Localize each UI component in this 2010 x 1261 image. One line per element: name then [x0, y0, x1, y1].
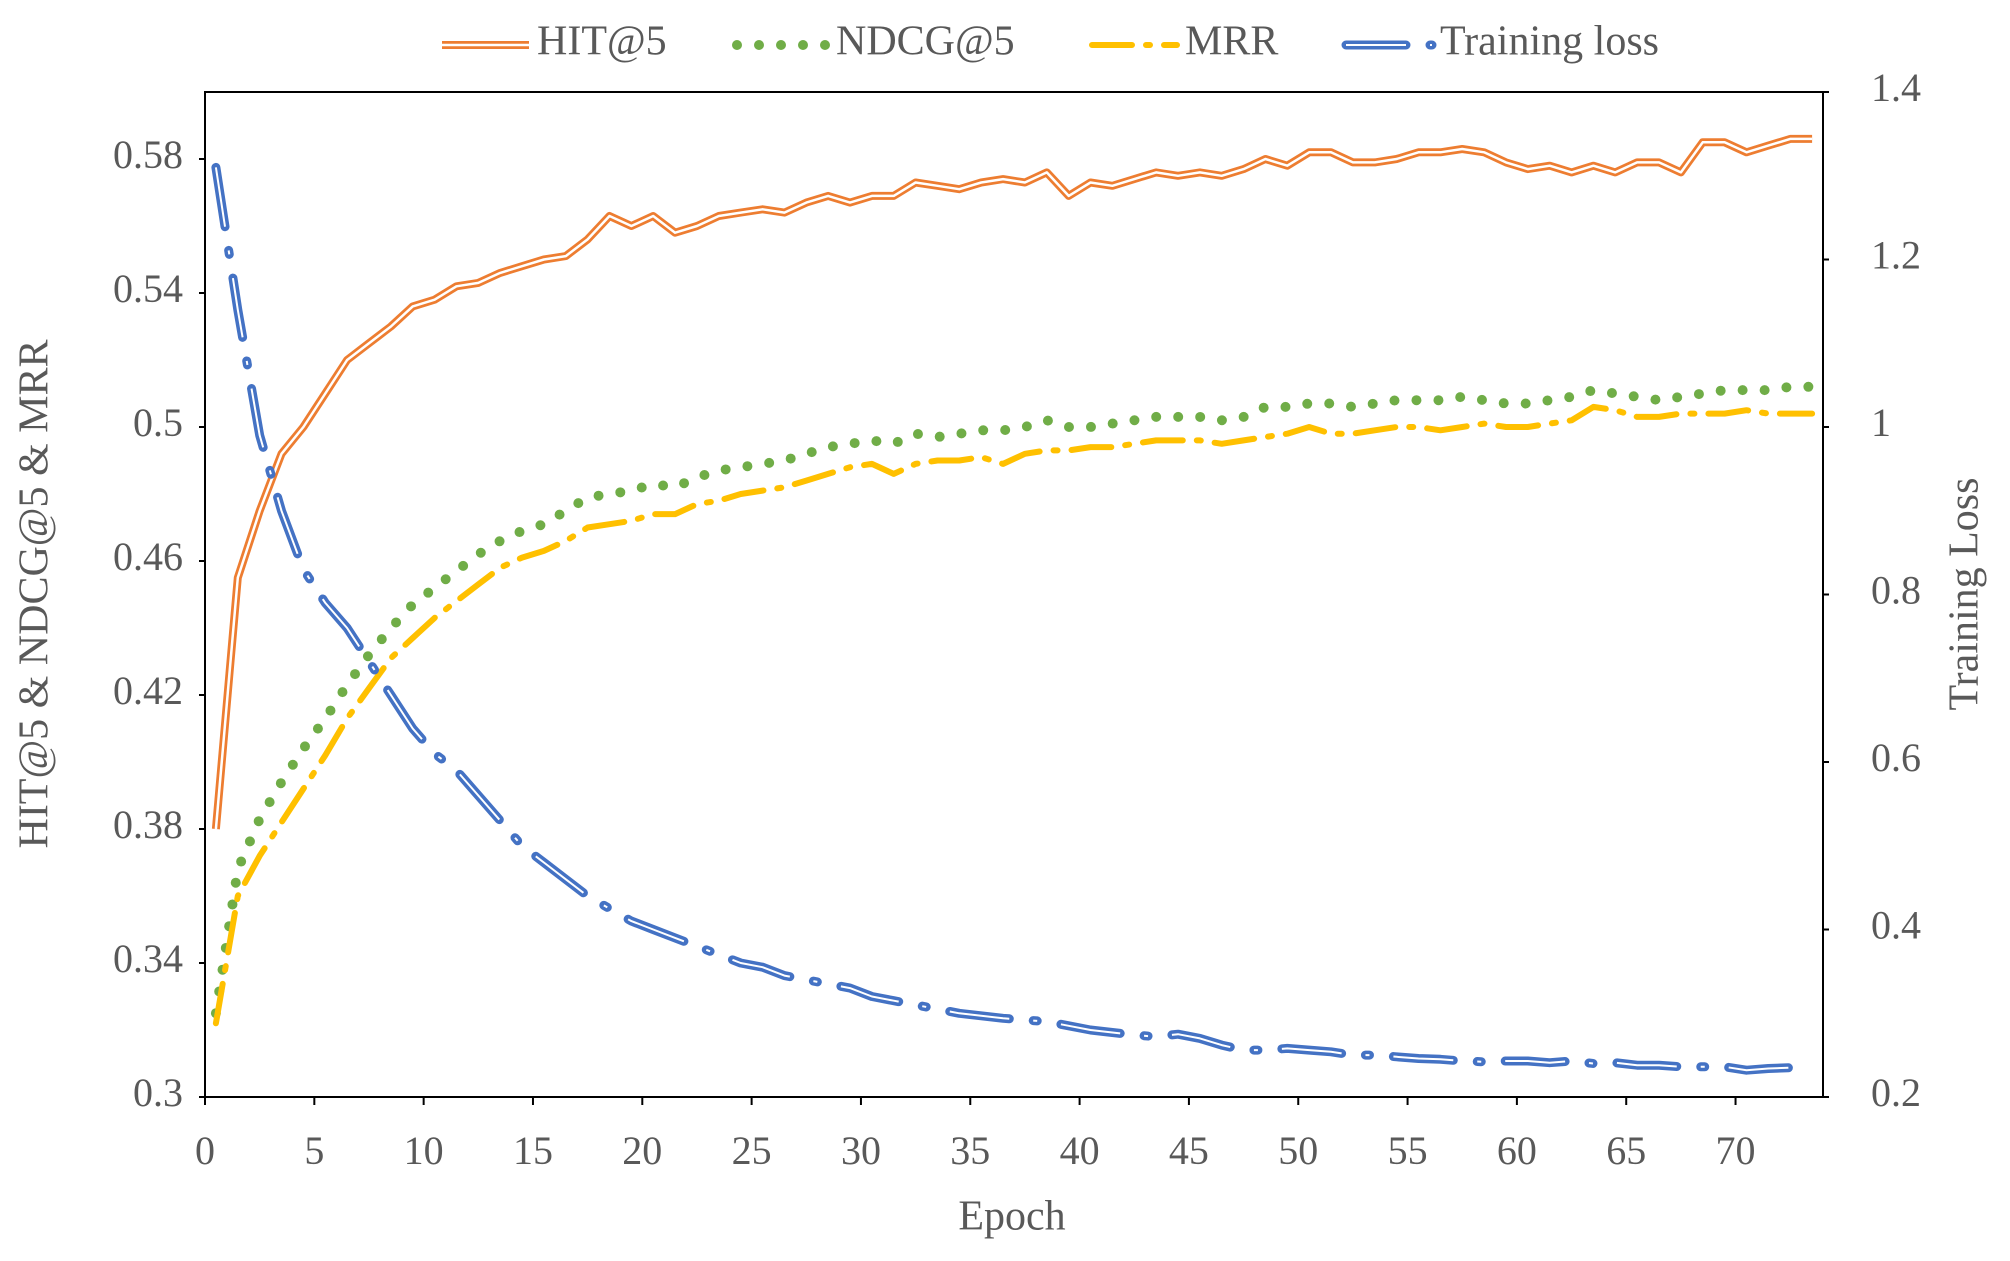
x-tick-label: 70 [1716, 1128, 1756, 1173]
series-line [212, 403, 1816, 1027]
x-tick-label: 30 [841, 1128, 881, 1173]
y2-tick-label: 1.4 [1871, 65, 1921, 110]
y-tick-label: 0.58 [113, 132, 183, 177]
y-tick-label: 0.46 [113, 534, 183, 579]
y2-tick-label: 0.6 [1871, 735, 1921, 780]
x-tick-label: 15 [513, 1128, 553, 1173]
x-tick-label: 40 [1060, 1128, 1100, 1173]
y2-axis-title: Training Loss [1942, 478, 1988, 711]
x-tick-label: 55 [1388, 1128, 1428, 1173]
y2-tick-label: 0.4 [1871, 903, 1921, 948]
x-tick-label: 45 [1169, 1128, 1209, 1173]
y2-tick-label: 0.8 [1871, 568, 1921, 613]
y-tick-label: 0.38 [113, 802, 183, 847]
series-line [210, 381, 1818, 1019]
y2-tick-label: 1.2 [1871, 233, 1921, 278]
y2-tick-label: 0.2 [1871, 1070, 1921, 1115]
x-tick-label: 5 [304, 1128, 324, 1173]
x-tick-label: 65 [1606, 1128, 1646, 1173]
legend-label: Training loss [1440, 19, 1659, 65]
x-tick-label: 50 [1278, 1128, 1318, 1173]
y-tick-label: 0.3 [133, 1070, 183, 1115]
series-line-inner [214, 137, 1813, 830]
y-tick-label: 0.42 [113, 668, 183, 713]
y-tick-label: 0.34 [113, 936, 183, 981]
x-tick-label: 10 [404, 1128, 444, 1173]
x-tick-label: 60 [1497, 1128, 1537, 1173]
legend-label: NDCG@5 [836, 19, 1015, 65]
series-line [211, 134, 1813, 830]
x-tick-label: 0 [195, 1128, 215, 1173]
legend-label: MRR [1185, 19, 1278, 65]
y-tick-label: 0.5 [133, 400, 183, 445]
legend-label: HIT@5 [537, 19, 667, 65]
x-tick-label: 25 [732, 1128, 772, 1173]
x-tick-label: 20 [622, 1128, 662, 1173]
plot-frame [204, 91, 1824, 1098]
x-axis-title: Epoch [958, 1194, 1065, 1240]
series-line [211, 162, 1817, 1075]
series-line-inner [214, 167, 1813, 1072]
y-tick-label: 0.54 [113, 266, 183, 311]
x-tick-label: 35 [950, 1128, 990, 1173]
y2-tick-label: 1 [1871, 400, 1891, 445]
y-axis-title: HIT@5 & NDCG@5 & MRR [12, 339, 58, 848]
